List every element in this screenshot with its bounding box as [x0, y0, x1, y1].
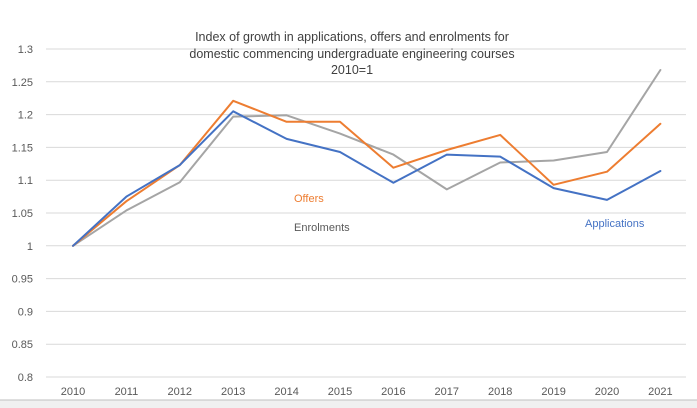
series-labels: Applications Offers Enrolments: [294, 193, 645, 234]
x-tick-label: 2021: [648, 386, 672, 398]
series-line-offers: [72, 99, 662, 247]
x-tick-label: 2014: [274, 386, 298, 398]
x-tick-label: 2019: [541, 386, 565, 398]
x-tick-label: 2013: [221, 386, 245, 398]
y-tick-label: 0.85: [12, 339, 33, 351]
y-tick-label: 1.2: [18, 110, 33, 122]
series-label-applications: Applications: [585, 218, 645, 230]
y-tick-label: 1.15: [12, 142, 33, 154]
y-tick-label: 1.1: [18, 175, 33, 187]
x-tick-label: 2012: [168, 386, 192, 398]
chart-title-line: Index of growth in applications, offers …: [195, 30, 509, 44]
bottom-scroll-band: [0, 400, 697, 408]
x-tick-label: 2011: [115, 386, 139, 398]
x-axis-tick-labels: 2010 2011 2012 2013 2014 2015 2016 2017 2018 2019…: [61, 386, 673, 398]
series-lines: [72, 69, 662, 247]
y-tick-label: 1: [27, 241, 33, 253]
series-label-offers: Offers: [294, 193, 324, 205]
x-tick-label: 2018: [488, 386, 512, 398]
chart-title-line: domestic commencing undergraduate engine…: [189, 47, 514, 61]
y-tick-label: 1.05: [12, 208, 33, 220]
y-tick-label: 1.25: [12, 77, 33, 89]
x-tick-label: 2015: [328, 386, 352, 398]
chart-title-line: 2010=1: [331, 63, 373, 77]
y-axis-tick-labels: 0.8 0.85 0.9 0.95 1 1.05 1.1 1.15 1.2 1.25 1.3: [12, 44, 33, 384]
x-tick-label: 2016: [381, 386, 405, 398]
x-tick-label: 2017: [435, 386, 459, 398]
y-tick-label: 1.3: [18, 44, 33, 56]
gridlines: [46, 48, 686, 378]
y-tick-label: 0.95: [12, 274, 33, 286]
y-tick-label: 0.9: [18, 306, 33, 318]
x-tick-label: 2020: [595, 386, 619, 398]
series-line-enrolments: [72, 69, 662, 247]
x-tick-label: 2010: [61, 386, 85, 398]
series-label-enrolments: Enrolments: [294, 222, 350, 234]
chart-title: Index of growth in applications, offers …: [189, 30, 514, 77]
series-line-applications: [72, 110, 662, 247]
y-tick-label: 0.8: [18, 372, 33, 384]
